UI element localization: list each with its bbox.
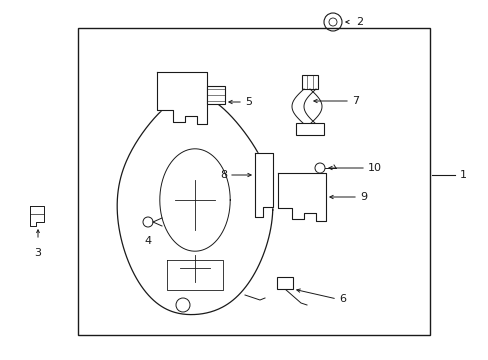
Bar xyxy=(78,28,429,335)
Bar xyxy=(276,277,292,289)
Polygon shape xyxy=(254,153,272,217)
Polygon shape xyxy=(278,173,325,221)
Text: 6: 6 xyxy=(338,294,346,304)
Bar xyxy=(206,86,224,104)
Polygon shape xyxy=(157,72,206,124)
Bar xyxy=(302,75,317,89)
Text: 10: 10 xyxy=(367,163,381,173)
Text: 7: 7 xyxy=(351,96,358,106)
Text: 5: 5 xyxy=(244,97,251,107)
Text: 2: 2 xyxy=(355,17,363,27)
Text: 8: 8 xyxy=(220,170,226,180)
Text: 9: 9 xyxy=(359,192,366,202)
Text: 4: 4 xyxy=(144,236,151,246)
Bar xyxy=(295,123,324,135)
Text: 1: 1 xyxy=(459,170,466,180)
Text: 3: 3 xyxy=(35,248,41,258)
